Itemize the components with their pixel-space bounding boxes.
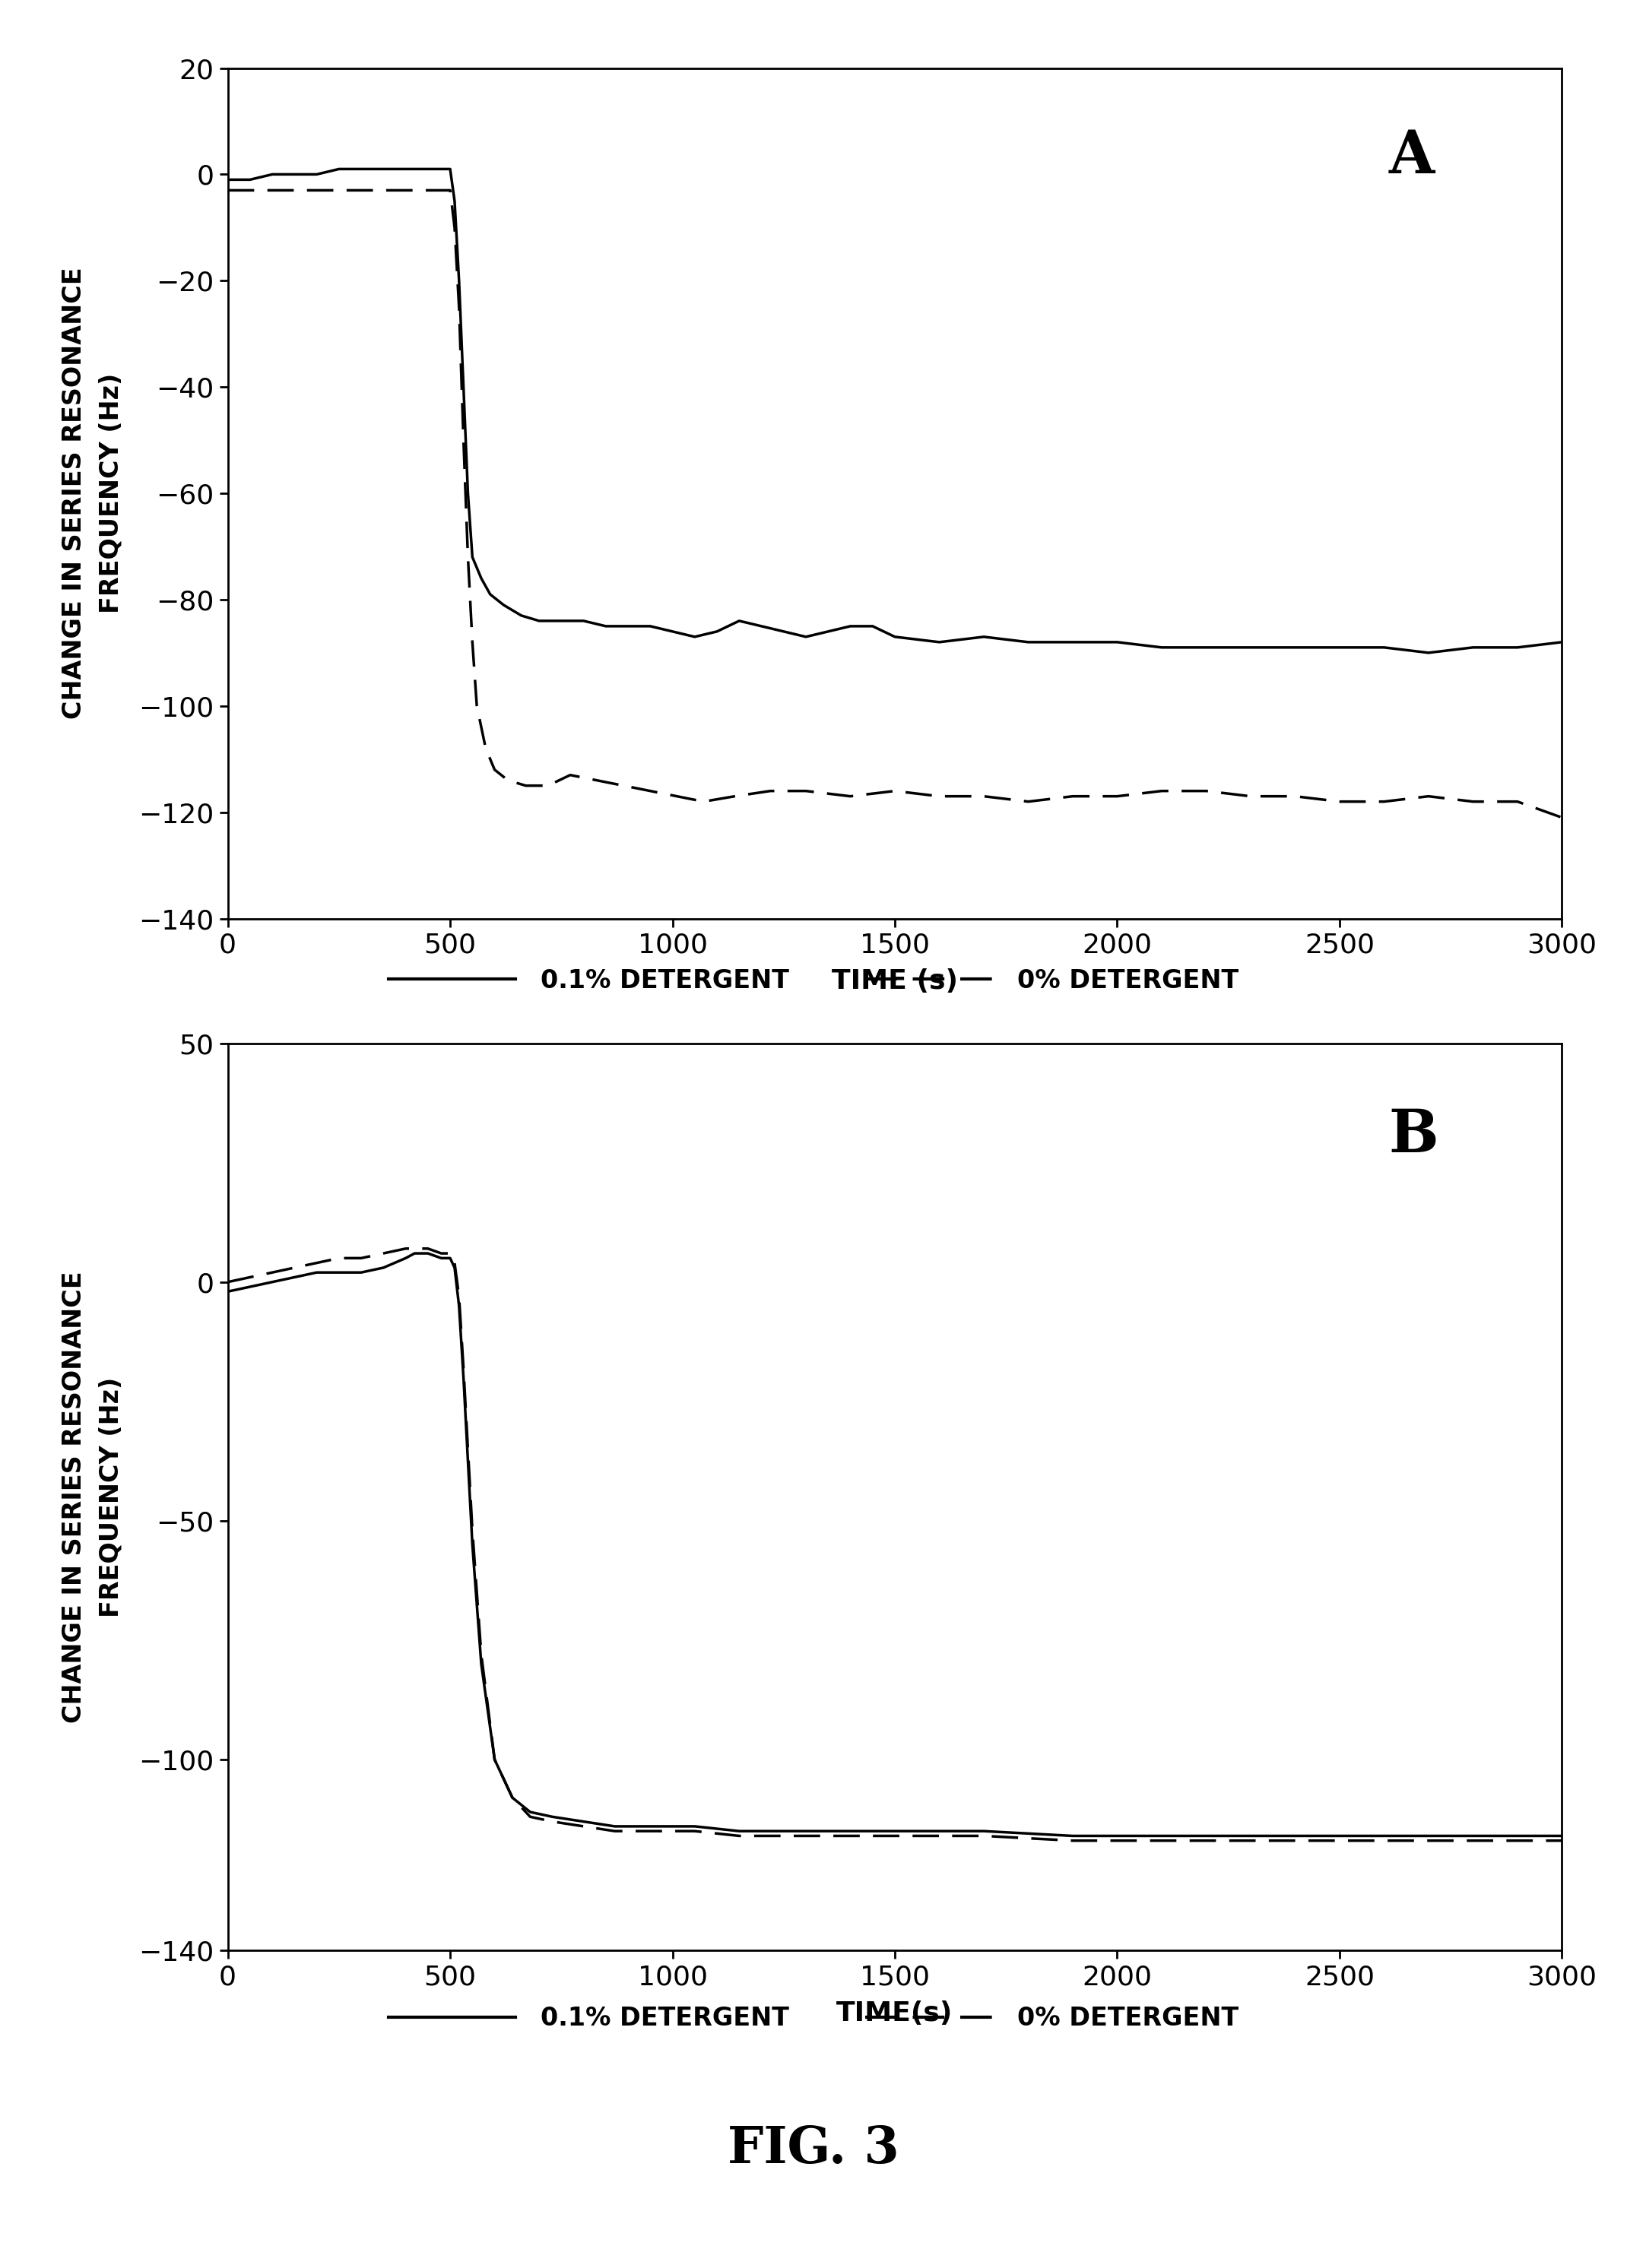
Text: B: B (1388, 1107, 1438, 1163)
Legend: 0.1% DETERGENT, 0% DETERGENT: 0.1% DETERGENT, 0% DETERGENT (379, 1996, 1248, 2041)
X-axis label: TIME (s): TIME (s) (831, 968, 958, 993)
Y-axis label: CHANGE IN SERIES RESONANCE
FREQUENCY (Hz): CHANGE IN SERIES RESONANCE FREQUENCY (Hz… (62, 1270, 124, 1724)
Y-axis label: CHANGE IN SERIES RESONANCE
FREQUENCY (Hz): CHANGE IN SERIES RESONANCE FREQUENCY (Hz… (62, 268, 124, 719)
Text: A: A (1388, 127, 1435, 186)
Legend: 0.1% DETERGENT, 0% DETERGENT: 0.1% DETERGENT, 0% DETERGENT (379, 959, 1248, 1002)
X-axis label: TIME(s): TIME(s) (836, 2000, 953, 2025)
Text: FIG. 3: FIG. 3 (727, 2125, 900, 2173)
